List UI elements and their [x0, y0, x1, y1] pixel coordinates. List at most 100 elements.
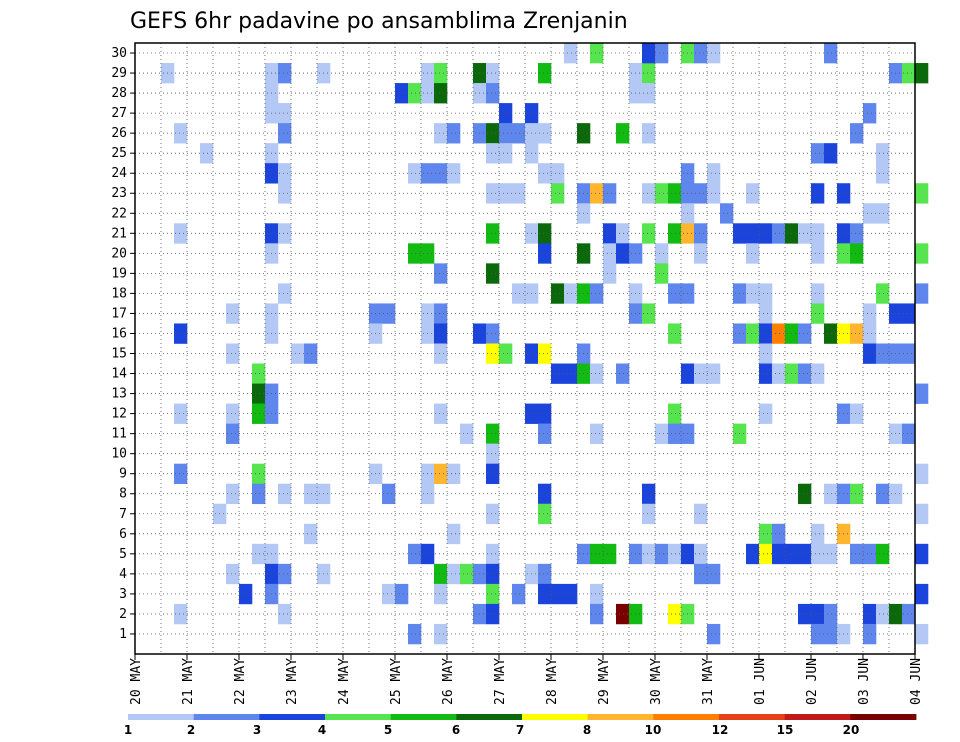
data-cell [824, 543, 838, 565]
data-cell [642, 223, 656, 244]
y-tick-label: 12 [111, 407, 127, 422]
data-cell [486, 423, 500, 444]
data-cell [460, 563, 474, 585]
data-cell [499, 183, 513, 204]
y-tick-label: 24 [111, 166, 127, 181]
y-tick-label: 22 [111, 206, 127, 221]
data-cell [382, 483, 396, 505]
data-cell [915, 623, 929, 645]
data-cell [746, 243, 760, 264]
data-cell [668, 403, 682, 424]
data-cell [655, 183, 669, 204]
data-cell [616, 123, 630, 144]
data-cell [642, 83, 656, 104]
data-cell [408, 83, 422, 104]
data-cell [642, 303, 656, 324]
data-cell [694, 243, 708, 264]
data-cell [486, 223, 500, 244]
data-cell [434, 263, 448, 284]
data-cell [174, 223, 188, 244]
data-cell [915, 583, 929, 605]
data-cell [759, 523, 773, 545]
data-cell [772, 223, 786, 244]
data-cell [811, 243, 825, 264]
y-tick-label: 16 [111, 326, 127, 341]
data-cell [668, 223, 682, 244]
colorbar-label: 5 [384, 723, 392, 737]
data-cell [486, 583, 500, 605]
data-cell [226, 303, 240, 324]
data-cell [902, 423, 916, 444]
data-cell [538, 423, 552, 444]
data-cell [304, 483, 318, 505]
data-cell [395, 83, 409, 104]
data-cell [603, 243, 617, 264]
data-cell [811, 363, 825, 384]
data-cell [408, 623, 422, 645]
data-cell [616, 223, 630, 244]
data-cell [434, 83, 448, 104]
data-cell [538, 123, 552, 144]
data-cell [486, 463, 500, 485]
data-cell [278, 123, 292, 144]
colorbar-label: 8 [583, 723, 591, 737]
data-cell [863, 303, 877, 324]
data-cell [226, 403, 240, 424]
data-cell [863, 103, 877, 124]
data-cell [434, 623, 448, 645]
y-tick-label: 13 [111, 387, 127, 402]
data-cell [590, 363, 604, 384]
data-cell [902, 343, 916, 364]
y-tick-label: 15 [111, 347, 127, 362]
y-tick-label: 20 [111, 246, 127, 261]
data-cell [694, 543, 708, 565]
data-cell [850, 323, 864, 344]
heatmap-cells [161, 43, 929, 645]
y-tick-label: 26 [111, 126, 127, 141]
data-cell [434, 583, 448, 605]
data-cell [486, 323, 500, 344]
data-cell [902, 603, 916, 625]
data-cell [707, 363, 721, 384]
x-tick-label: 30 MAY [649, 658, 664, 705]
data-cell [278, 483, 292, 505]
y-tick-label: 7 [119, 507, 127, 522]
data-cell [811, 223, 825, 244]
colorbar-segment [587, 714, 654, 720]
data-cell [655, 243, 669, 264]
data-cell [499, 343, 513, 364]
data-cell [772, 323, 786, 344]
data-cell [551, 283, 565, 304]
data-cell [434, 563, 448, 585]
data-cell [915, 183, 929, 204]
colorbar-segment [390, 714, 457, 720]
data-cell [811, 283, 825, 304]
data-cell [759, 343, 773, 364]
data-cell [694, 183, 708, 204]
data-cell [252, 383, 266, 404]
colorbar-label: 15 [777, 723, 794, 737]
data-cell [291, 343, 305, 364]
data-cell [551, 363, 565, 384]
data-cell [642, 183, 656, 204]
data-cell [798, 323, 812, 344]
data-cell [252, 403, 266, 424]
data-cell [811, 523, 825, 545]
data-cell [811, 303, 825, 324]
data-cell [915, 243, 929, 264]
data-cell [720, 203, 734, 224]
data-cell [538, 343, 552, 364]
data-cell [590, 543, 604, 565]
data-cell [252, 483, 266, 505]
y-tick-label: 30 [111, 46, 127, 61]
data-cell [798, 543, 812, 565]
data-cell [603, 223, 617, 244]
data-cell [759, 223, 773, 244]
data-cell [538, 563, 552, 585]
data-cell [694, 503, 708, 525]
y-tick-label: 11 [111, 427, 127, 442]
data-cell [707, 183, 721, 204]
x-tick-label: 25 MAY [389, 658, 404, 705]
x-tick-label: 29 MAY [597, 658, 612, 705]
data-cell [226, 563, 240, 585]
